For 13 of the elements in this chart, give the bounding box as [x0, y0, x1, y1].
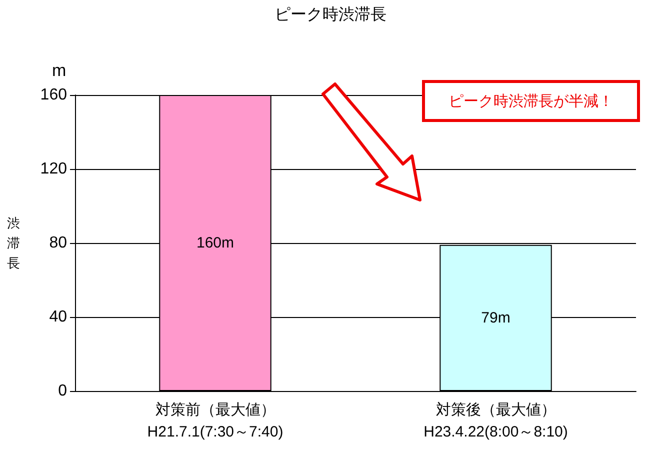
x-tick-label: 対策後（最大値） H23.4.22(8:00～8:10)	[424, 402, 568, 440]
y-tick-label: 80	[49, 234, 68, 252]
chart-title: ピーク時渋滞長	[274, 6, 386, 24]
y-tick-label: 120	[40, 160, 68, 178]
data-label: 160m	[196, 234, 234, 252]
y-tick-label: 40	[49, 308, 68, 326]
y-tick-label: 0	[58, 382, 68, 400]
y-axis-title: 渋滞長	[7, 216, 20, 270]
x-tick-label: 対策前（最大値） H21.7.1(7:30～7:40)	[147, 402, 284, 440]
data-label: 79m	[481, 309, 510, 326]
text: m	[52, 61, 66, 80]
callout-box: ピーク時渋滞長が半減！	[422, 80, 640, 122]
y-tick-label: 160	[40, 86, 68, 104]
